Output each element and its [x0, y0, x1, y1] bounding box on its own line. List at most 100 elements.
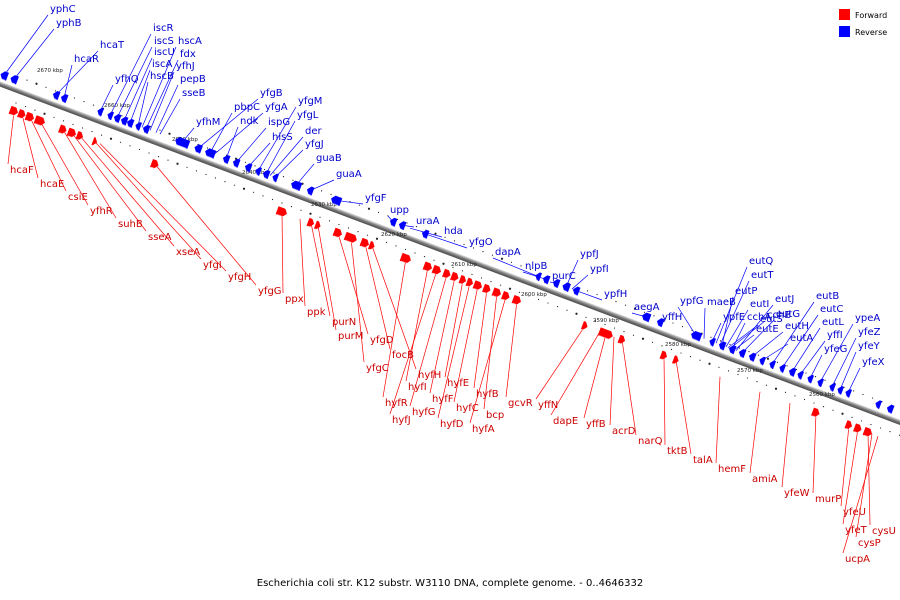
leader-line: [405, 266, 429, 382]
gene-label: hcaT: [100, 40, 125, 51]
scale-tick: [15, 102, 17, 104]
gene-label: eutG: [776, 309, 800, 320]
kbp-label: 2630 kbp: [311, 202, 337, 208]
scale-tick: [776, 361, 779, 363]
gene-label: hyfD: [440, 419, 464, 430]
scale-tick: [718, 366, 720, 368]
scale-tick: [414, 252, 416, 254]
reverse-gene-arrow: [807, 374, 815, 384]
leader-line: [116, 46, 153, 119]
leader-line: [7, 111, 15, 165]
scale-tick: [641, 337, 645, 340]
gene-label: yfgC: [366, 363, 389, 374]
reverse-gene-arrow: [60, 94, 69, 104]
scale-tick: [186, 166, 188, 168]
leader-line: [437, 282, 471, 419]
gene-label: upp: [390, 205, 409, 216]
leader-line: [535, 325, 586, 400]
leader-line: [213, 112, 264, 155]
scale-tick: [263, 168, 266, 171]
reverse-gene-arrow: [142, 124, 151, 134]
reverse-gene-arrow: [718, 341, 727, 351]
kbp-label: 2610 kbp: [451, 262, 477, 268]
scale-tick: [53, 116, 55, 118]
forward-gene-arrow: [671, 355, 679, 365]
scale-tick: [748, 351, 750, 353]
gene-label: hyfG: [412, 407, 436, 418]
forward-gene-arrow: [617, 334, 626, 345]
scale-tick: [290, 205, 293, 208]
gene-label: ppk: [307, 307, 326, 318]
leader-line: [729, 320, 766, 349]
forward-gene-arrow: [853, 423, 862, 434]
reverse-gene-arrow: [255, 167, 263, 176]
forward-gene-arrow: [431, 264, 441, 276]
reverse-gene-arrow: [113, 114, 122, 124]
leader-line: [505, 300, 518, 398]
scale-tick: [92, 104, 95, 106]
gene-label: nlpB: [525, 261, 547, 272]
leader-line: [839, 351, 857, 390]
reverse-leader-lines: [3, 14, 861, 394]
scale-tick: [681, 326, 684, 328]
kbp-label: 2600 kbp: [521, 292, 547, 298]
gene-label: hemF: [718, 464, 746, 475]
gene-label: eutT: [751, 270, 774, 281]
scale-tick: [615, 301, 617, 303]
gene-label: yfgA: [265, 102, 288, 113]
dna-backbone: [0, 71, 900, 428]
gene-label: yfhQ: [115, 74, 139, 85]
gene-label: yfeU: [843, 507, 866, 518]
forward-gene-arrow: [465, 277, 474, 288]
scale-tick: [624, 304, 627, 306]
gene-label: hscA: [178, 36, 202, 47]
leader-line: [129, 69, 151, 124]
leader-line: [257, 106, 297, 172]
scale-tick: [338, 223, 340, 226]
scale-tick: [34, 109, 36, 111]
scale-tick: [870, 423, 872, 426]
forward-gene-arrow: [422, 261, 432, 273]
gene-label: yfgG: [258, 286, 282, 297]
gene-label: hyfH: [418, 370, 441, 381]
scale-tick: [786, 365, 788, 367]
scale-tick: [680, 352, 682, 354]
scale-tick: [444, 236, 446, 238]
scale-tick: [100, 134, 103, 136]
leader-line: [799, 340, 826, 376]
leader-line: [453, 285, 479, 403]
leader-line: [771, 301, 815, 365]
scale-tick: [605, 297, 608, 299]
forward-gene-arrow: [8, 105, 18, 117]
scale-tick: [214, 177, 217, 179]
gene-label: cchB: [767, 310, 791, 321]
leader-line: [840, 425, 850, 507]
scale-tick: [330, 193, 332, 196]
gene-label: purN: [332, 317, 356, 328]
leader-line: [703, 307, 706, 339]
legend: Forward Reverse: [839, 9, 887, 37]
reverse-gene-arrow: [562, 282, 571, 293]
forward-gene-arrow: [811, 407, 820, 418]
reverse-gene-arrow: [10, 75, 19, 85]
reverse-gene-arrow: [779, 364, 787, 373]
gene-label: eutC: [820, 304, 843, 315]
leader-line: [99, 143, 227, 272]
scale-tick: [206, 147, 209, 149]
leader-line: [389, 270, 438, 415]
scale-tick: [423, 256, 426, 258]
leader-line: [791, 327, 821, 372]
leader-line: [371, 245, 417, 370]
forward-gene-arrow: [33, 115, 45, 127]
leader-line: [473, 289, 488, 389]
leader-line: [159, 98, 181, 135]
scale-tick: [556, 306, 559, 308]
reverse-gene-arrow: [272, 173, 280, 183]
gene-label: pbpC: [234, 102, 260, 113]
scale-tick: [205, 173, 207, 176]
gene-label: yfgF: [365, 193, 387, 204]
forward-gene-arrow: [17, 109, 26, 120]
kbp-label: 2560 kbp: [809, 392, 835, 398]
gene-label: yfgH: [228, 272, 251, 283]
